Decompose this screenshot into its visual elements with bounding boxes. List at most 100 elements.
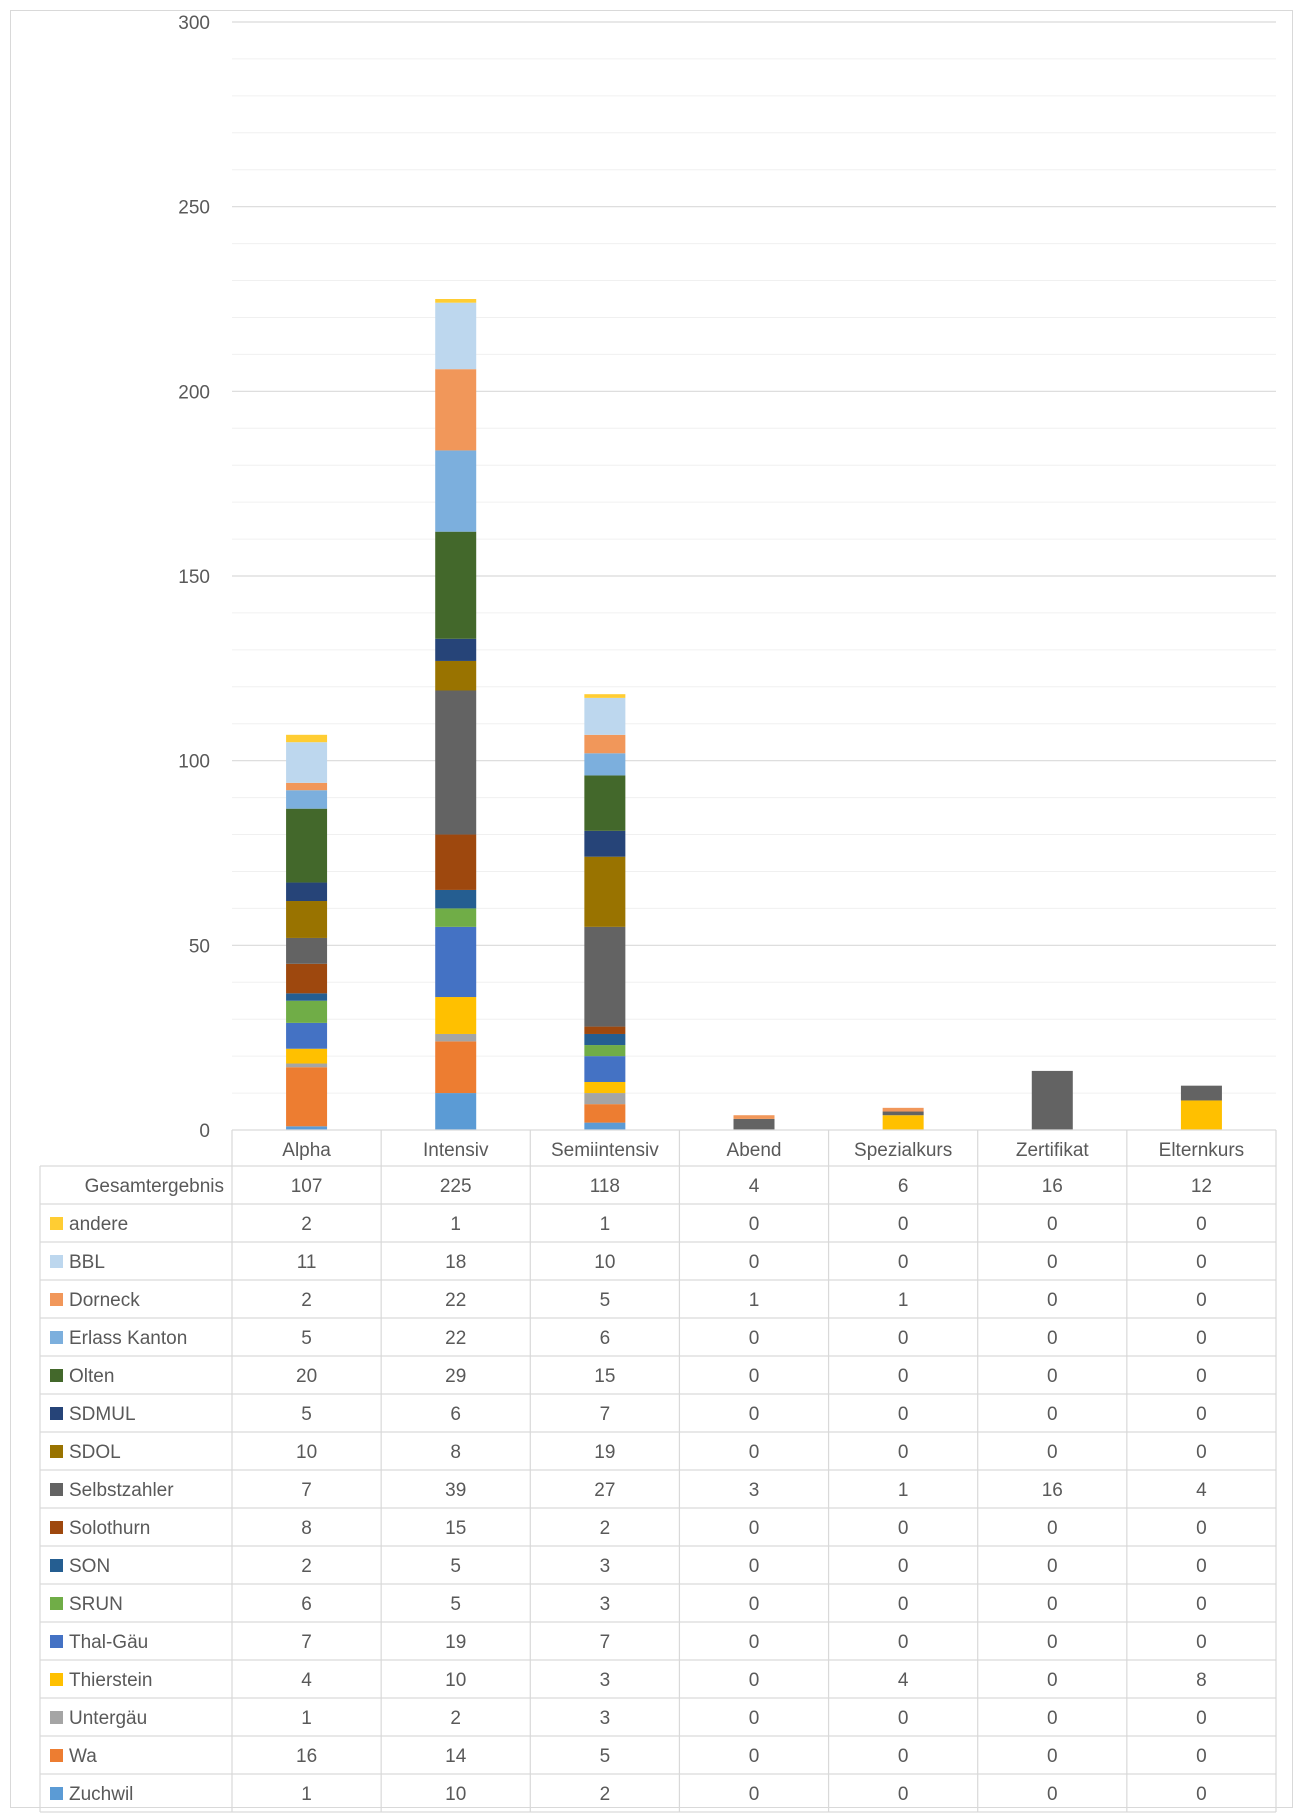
table-value: 0 (898, 1442, 909, 1463)
table-value: 12 (1191, 1176, 1212, 1197)
bar-segment (435, 638, 477, 661)
bar-segment (584, 1093, 626, 1105)
table-value: 3 (749, 1480, 760, 1501)
legend-key (50, 1293, 63, 1306)
series-label: SDOL (69, 1442, 121, 1463)
chart-area (10, 10, 1293, 1808)
table-value: 0 (898, 1366, 909, 1387)
table-value: 0 (898, 1518, 909, 1539)
table-value: 39 (445, 1480, 466, 1501)
bar-segment (584, 1104, 626, 1123)
table-value: 0 (1196, 1328, 1207, 1349)
x-category-label: Elternkurs (1159, 1140, 1245, 1161)
bar-segment (286, 1067, 328, 1127)
table-value: 0 (898, 1784, 909, 1805)
table-value: 0 (1196, 1404, 1207, 1425)
bar-segment (584, 697, 626, 735)
bar-segment (435, 926, 477, 998)
total-row-label: Gesamtergebnis (85, 1176, 224, 1197)
table-value: 0 (1196, 1746, 1207, 1767)
table-value: 7 (301, 1480, 312, 1501)
table-value: 0 (1196, 1708, 1207, 1729)
bar-segment (584, 856, 626, 927)
bar-segment (882, 1115, 924, 1130)
legend-key (50, 1787, 63, 1800)
series-label: Selbstzahler (69, 1480, 174, 1501)
table-value: 0 (1047, 1290, 1058, 1311)
y-tick-label: 100 (178, 752, 210, 773)
legend-key (50, 1483, 63, 1496)
table-value: 6 (450, 1404, 461, 1425)
table-value: 4 (301, 1670, 312, 1691)
y-tick-label: 50 (189, 936, 210, 957)
table-value: 4 (898, 1670, 909, 1691)
bar-segment (286, 901, 328, 938)
series-label: SON (69, 1556, 110, 1577)
series-label: SRUN (69, 1594, 123, 1615)
bar-segment (286, 1022, 328, 1049)
legend-key (50, 1559, 63, 1572)
y-tick-label: 300 (178, 13, 210, 34)
bar-segment (286, 808, 328, 883)
table-value: 0 (749, 1518, 760, 1539)
bar-segment (435, 302, 477, 370)
table-value: 7 (600, 1632, 611, 1653)
table-value: 4 (749, 1176, 760, 1197)
table-value: 0 (898, 1214, 909, 1235)
table-value: 0 (898, 1328, 909, 1349)
table-value: 16 (1042, 1480, 1063, 1501)
table-value: 10 (445, 1784, 466, 1805)
table-value: 0 (898, 1632, 909, 1653)
legend-key (50, 1635, 63, 1648)
table-value: 0 (749, 1252, 760, 1273)
table-value: 0 (749, 1214, 760, 1235)
bar-segment (584, 1122, 626, 1130)
table-value: 118 (590, 1176, 620, 1197)
table-value: 1 (749, 1290, 760, 1311)
bar-segment (435, 660, 477, 691)
bar-segment (584, 1026, 626, 1034)
bar-segment (584, 1081, 626, 1094)
bar-segment (286, 1126, 328, 1130)
bar-segment (435, 908, 477, 927)
bar-segment (435, 997, 477, 1034)
table-value: 10 (296, 1442, 317, 1463)
table-value: 0 (749, 1670, 760, 1691)
series-label: Thierstein (69, 1670, 152, 1691)
table-value: 5 (450, 1594, 461, 1615)
table-value: 3 (600, 1594, 611, 1615)
bar-segment (584, 1033, 626, 1046)
table-value: 29 (445, 1366, 466, 1387)
bar-segment (435, 1033, 477, 1042)
series-label: andere (69, 1214, 128, 1235)
table-value: 0 (749, 1746, 760, 1767)
table-value: 3 (600, 1670, 611, 1691)
table-value: 0 (1047, 1746, 1058, 1767)
table-value: 6 (600, 1328, 611, 1349)
table-value: 0 (1196, 1518, 1207, 1539)
table-value: 1 (898, 1290, 909, 1311)
table-value: 0 (1047, 1252, 1058, 1273)
table-value: 0 (898, 1708, 909, 1729)
y-tick-label: 150 (178, 567, 210, 588)
bar-segment (286, 882, 328, 902)
table-value: 16 (1042, 1176, 1063, 1197)
table-value: 20 (296, 1366, 317, 1387)
table-value: 5 (600, 1290, 611, 1311)
legend-key (50, 1407, 63, 1420)
table-value: 2 (301, 1214, 312, 1235)
y-tick-label: 250 (178, 198, 210, 219)
x-category-label: Semiintensiv (551, 1140, 659, 1161)
table-value: 14 (445, 1746, 467, 1767)
series-label: Dorneck (69, 1290, 140, 1311)
table-value: 0 (1047, 1784, 1058, 1805)
bar-segment (286, 1000, 328, 1023)
table-value: 1 (898, 1480, 909, 1501)
table-value: 10 (594, 1252, 615, 1273)
legend-key (50, 1255, 63, 1268)
table-value: 0 (1196, 1214, 1207, 1235)
table-value: 0 (898, 1746, 909, 1767)
y-tick-label: 200 (178, 382, 210, 403)
legend-key (50, 1673, 63, 1686)
series-label: BBL (69, 1252, 105, 1273)
